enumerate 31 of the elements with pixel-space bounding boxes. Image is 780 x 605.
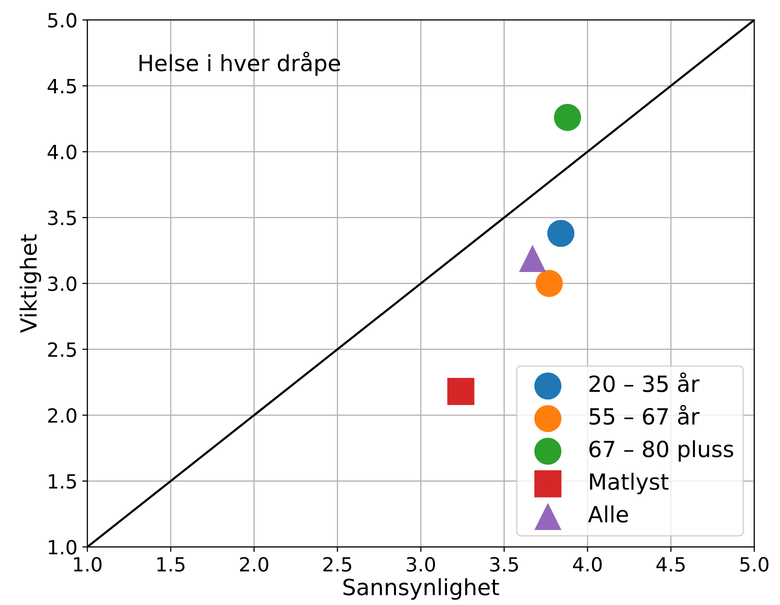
x-tick-label: 2.5 [323,556,352,572]
legend-label: 67 – 80 pluss [589,440,734,462]
legend-label: 20 – 35 år [590,372,700,392]
annotation: Helse i hver dråpe [140,52,340,76]
x-tick-label: 4.5 [656,557,685,572]
x-tick-label: 3.0 [406,556,435,572]
x-tick-label: 3.5 [490,556,518,572]
x-tick-label: 5.0 [740,556,768,572]
point [536,270,563,297]
y-tick-label: 3.5 [48,210,76,226]
y-tick-label: 1.0 [48,540,76,555]
y-tick-label: 2.0 [48,408,76,423]
x-axis-title: Sannsynlighet [343,578,500,600]
legend-label: 55 – 67 år [590,404,700,425]
x-tick-label: 1.5 [157,557,184,572]
y-tick-label: 1.5 [48,474,76,489]
y-tick-label: 4.5 [48,79,76,94]
point [447,378,474,406]
y-tick-label: 2.5 [48,342,76,357]
legend-label: Alle [588,505,628,523]
legend-label: Matlyst [590,472,668,494]
x-tick-label: 2.0 [240,556,268,572]
point [554,104,582,131]
x-tick-label: 1.0 [74,556,102,572]
x-tick-label: 4.0 [573,556,602,572]
y-axis-title: Viktighet [20,234,42,333]
y-tick-label: 5.0 [48,12,76,28]
point [518,244,546,272]
y-tick-label: 4.0 [48,144,76,160]
y-tick-label: 3.0 [48,276,76,292]
point [547,220,574,247]
